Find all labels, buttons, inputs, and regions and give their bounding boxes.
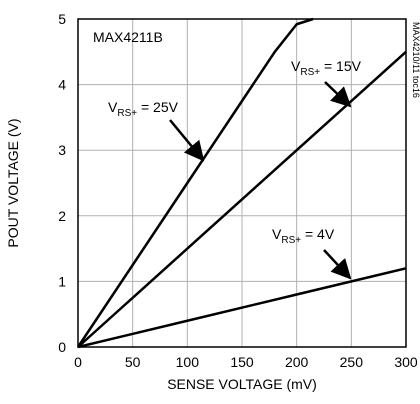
series-pointer-arrow-1 bbox=[169, 119, 205, 162]
x-tick-label: 300 bbox=[394, 354, 418, 370]
x-tick-label: 250 bbox=[340, 354, 364, 370]
x-tick-label: 100 bbox=[176, 354, 200, 370]
x-tick-label: 50 bbox=[125, 354, 141, 370]
x-axis-title: SENSE VOLTAGE (mV) bbox=[167, 376, 317, 392]
series-pointer-arrow-2 bbox=[324, 81, 352, 108]
side-note: MAX4210/11 toc16 bbox=[411, 22, 420, 98]
series-pointer-arrow-3 bbox=[323, 249, 352, 280]
y-tick-label: 0 bbox=[58, 339, 66, 355]
series-annotations: VRS+ = 25V VRS+ = 15V VRS+ = 4V bbox=[108, 58, 362, 280]
series-line-3 bbox=[77, 267, 407, 349]
y-tick-label: 4 bbox=[58, 77, 66, 93]
grid bbox=[78, 19, 406, 347]
plot-frame bbox=[77, 18, 407, 348]
y-tick-label: 2 bbox=[58, 208, 66, 224]
y-tick-label: 3 bbox=[58, 142, 66, 158]
y-tick-label: 5 bbox=[58, 11, 66, 27]
x-tick-label: 150 bbox=[230, 354, 254, 370]
chart-title: MAX4211B bbox=[93, 29, 163, 45]
series-label-1: VRS+ = 25V bbox=[108, 99, 179, 119]
y-tick-label: 1 bbox=[58, 273, 66, 289]
series-label-2: VRS+ = 15V bbox=[291, 58, 362, 78]
x-tick-label: 200 bbox=[285, 354, 309, 370]
series-label-3: VRS+ = 4V bbox=[272, 226, 335, 246]
series-line-1 bbox=[76, 17, 314, 348]
x-tick-label: 0 bbox=[74, 354, 82, 370]
tick-labels: 0 50 100 150 200 250 300 0 1 2 3 4 5 bbox=[58, 11, 418, 370]
y-axis-title: POUT VOLTAGE (V) bbox=[5, 118, 21, 247]
